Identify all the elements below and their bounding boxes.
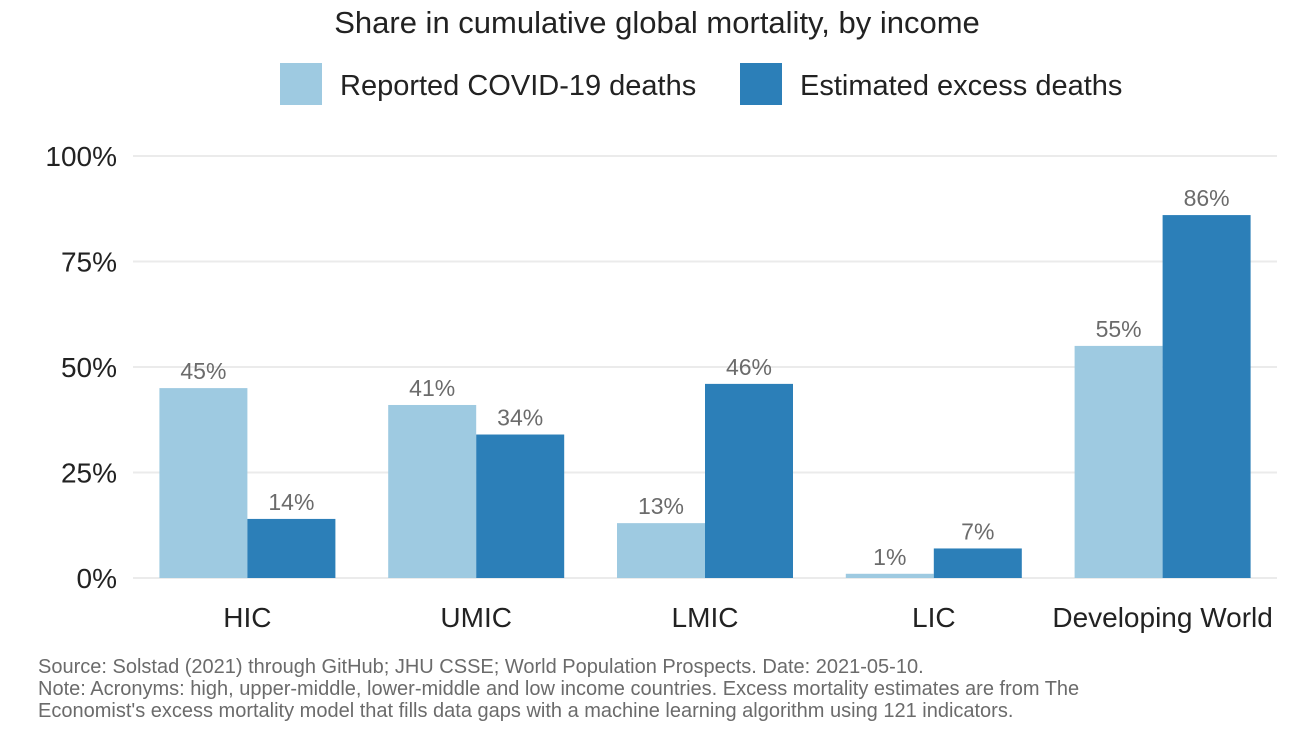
bar-developing-world-estimated-excess-deaths xyxy=(1162,215,1251,578)
bar-lmic-reported-covid-19-deaths xyxy=(617,523,705,578)
source-text: Source: Solstad (2021) through GitHub; J… xyxy=(38,656,924,678)
bar-hic-estimated-excess-deaths xyxy=(247,518,336,578)
legend-swatch-reported-covid-19-deaths xyxy=(280,63,322,105)
legend: Reported COVID-19 deaths Estimated excess… xyxy=(280,63,1122,105)
x-tick-label-umic: UMIC xyxy=(440,602,512,633)
y-tick-label-100: 100% xyxy=(45,141,117,172)
data-label-umic-estimated-excess-deaths: 34% xyxy=(497,405,543,431)
legend-label-reported-covid-19-deaths: Reported COVID-19 deaths xyxy=(340,70,696,102)
y-tick-label-25: 25% xyxy=(61,458,117,489)
x-axis-tick-labels: HIC UMIC LMIC LIC Developing World xyxy=(223,602,1273,633)
data-label-umic-reported-covid-19-deaths: 41% xyxy=(409,375,455,401)
bar-developing-world-reported-covid-19-deaths xyxy=(1074,345,1163,578)
data-labels: 45% 14% 41% 34% 13% 46% 1% 7% 55% 86% xyxy=(180,185,1229,570)
data-label-developing-world-reported-covid-19-deaths: 55% xyxy=(1096,316,1142,342)
data-label-lic-estimated-excess-deaths: 7% xyxy=(961,518,994,544)
y-tick-label-0: 0% xyxy=(77,563,117,594)
bar-lic-estimated-excess-deaths xyxy=(933,548,1022,578)
x-tick-label-developing-world: Developing World xyxy=(1052,602,1273,633)
bar-umic-reported-covid-19-deaths xyxy=(388,404,477,578)
y-tick-label-50: 50% xyxy=(61,352,117,383)
data-label-hic-reported-covid-19-deaths: 45% xyxy=(180,358,226,384)
legend-label-estimated-excess-deaths: Estimated excess deaths xyxy=(800,70,1122,102)
note-text-line-2: Economist's excess mortality model that … xyxy=(38,700,1014,722)
bar-lic-reported-covid-19-deaths xyxy=(845,573,934,578)
data-label-hic-estimated-excess-deaths: 14% xyxy=(268,489,314,515)
y-axis-tick-labels: 0% 25% 50% 75% 100% xyxy=(45,141,117,594)
chart-footer: Source: Solstad (2021) through GitHub; J… xyxy=(38,656,1298,722)
x-tick-label-hic: HIC xyxy=(223,602,271,633)
bar-hic-reported-covid-19-deaths xyxy=(159,388,248,578)
bar-chart: Share in cumulative global mortality, by… xyxy=(45,5,1277,633)
data-label-developing-world-estimated-excess-deaths: 86% xyxy=(1184,185,1230,211)
note-text-line-1: Note: Acronyms: high, upper-middle, lowe… xyxy=(38,678,1080,700)
data-label-lic-reported-covid-19-deaths: 1% xyxy=(873,544,906,570)
x-tick-label-lmic: LMIC xyxy=(672,602,739,633)
x-tick-label-lic: LIC xyxy=(912,602,956,633)
bar-lmic-estimated-excess-deaths xyxy=(705,383,793,578)
bars xyxy=(159,215,1251,578)
y-tick-label-75: 75% xyxy=(61,247,117,278)
data-label-lmic-reported-covid-19-deaths: 13% xyxy=(638,493,684,519)
legend-swatch-estimated-excess-deaths xyxy=(740,63,782,105)
bar-umic-estimated-excess-deaths xyxy=(476,434,565,578)
chart-title: Share in cumulative global mortality, by… xyxy=(334,5,980,40)
data-label-lmic-estimated-excess-deaths: 46% xyxy=(726,354,772,380)
